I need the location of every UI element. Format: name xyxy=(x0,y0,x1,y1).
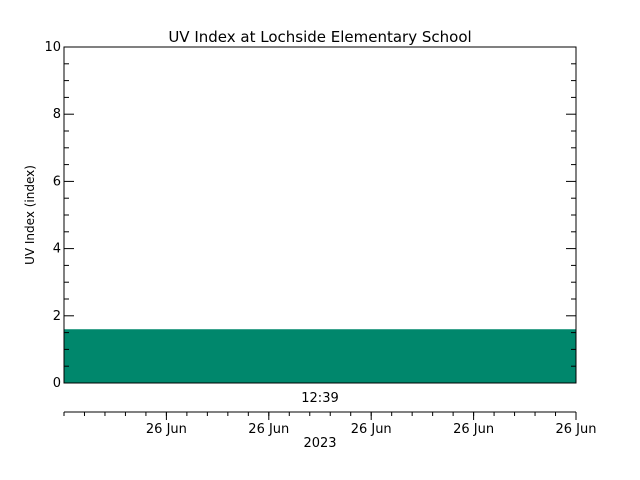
y-tick-label: 0 xyxy=(53,376,61,391)
x-tick-label: 26 Jun xyxy=(453,422,494,437)
x-axis: 26 Jun 26 Jun 26 Jun 26 Jun 26 Jun xyxy=(63,411,597,437)
x-tick-label: 26 Jun xyxy=(146,422,187,437)
x-tick-label: 26 Jun xyxy=(351,422,392,437)
x-tick-label: 26 Jun xyxy=(556,422,597,437)
uv-area-fill xyxy=(64,329,576,383)
y-tick-label: 2 xyxy=(53,309,61,324)
y-tick-label: 8 xyxy=(53,107,61,122)
y-axis-label: UV Index (index) xyxy=(23,165,37,265)
y-axis-ticks xyxy=(64,46,576,384)
plot-area xyxy=(63,46,577,384)
x-tick-label: 26 Jun xyxy=(248,422,289,437)
y-tick-label: 10 xyxy=(44,40,61,55)
y-tick-label: 4 xyxy=(53,242,61,257)
x-axis-ticks xyxy=(63,412,577,420)
y-tick-label: 6 xyxy=(53,174,61,189)
chart-title: UV Index at Lochside Elementary School xyxy=(168,28,471,46)
plot-background xyxy=(64,47,576,383)
time-label: 12:39 xyxy=(301,391,338,406)
x-axis-year-label: 2023 xyxy=(303,436,336,451)
y-axis-tick-labels: 0 2 4 6 8 10 xyxy=(44,40,61,391)
x-axis-tick-labels: 26 Jun 26 Jun 26 Jun 26 Jun 26 Jun xyxy=(146,422,597,437)
